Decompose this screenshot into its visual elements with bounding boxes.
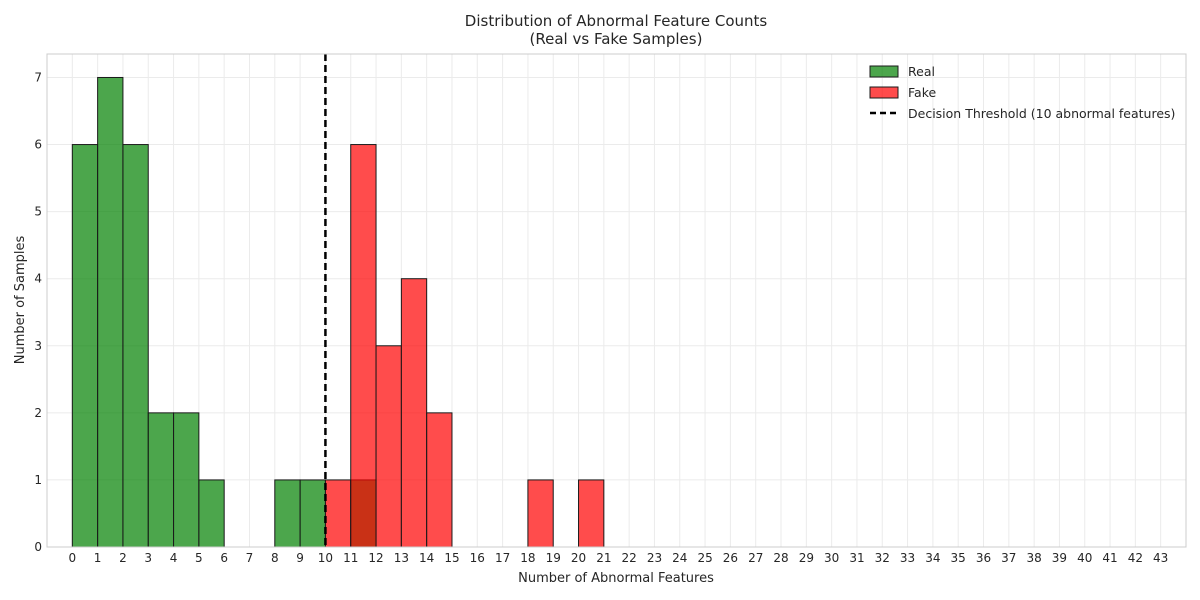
x-tick-label: 18 [520, 551, 535, 565]
x-tick-label: 8 [271, 551, 279, 565]
x-tick-label: 31 [849, 551, 864, 565]
x-tick-label: 40 [1077, 551, 1092, 565]
x-tick-label: 2 [119, 551, 127, 565]
bar-real [147, 412, 175, 548]
x-tick-label: 26 [723, 551, 738, 565]
y-tick-label: 5 [34, 205, 42, 219]
x-tick-label: 13 [394, 551, 409, 565]
x-tick-label: 4 [170, 551, 178, 565]
x-tick-label: 11 [343, 551, 358, 565]
x-tick-label: 35 [951, 551, 966, 565]
legend-label-real: Real [908, 64, 935, 79]
x-tick-label: 41 [1102, 551, 1117, 565]
y-tick-label: 7 [34, 70, 42, 84]
x-tick-label: 22 [622, 551, 637, 565]
y-tick-label: 1 [34, 473, 42, 487]
x-tick-label: 29 [799, 551, 814, 565]
plot-frame [46, 53, 1187, 548]
x-axis-label: Number of Abnormal Features [518, 571, 714, 586]
x-tick-label: 14 [419, 551, 434, 565]
x-tick-label: 10 [318, 551, 333, 565]
x-tick-label: 17 [495, 551, 510, 565]
y-tick-label: 2 [34, 406, 42, 420]
x-axis-ticks: 0 1 2 3 4 5 6 7 8 9 10 11 12 13 14 15 16 17 18 19 20 21 22 23 24… [68, 551, 1168, 565]
legend-swatch-fake [869, 86, 899, 99]
bar-fake [527, 479, 554, 548]
x-tick-label: 9 [296, 551, 304, 565]
y-tick-label: 3 [34, 339, 42, 353]
bar-fake [350, 144, 377, 548]
x-tick-label: 3 [144, 551, 152, 565]
x-tick-label: 34 [925, 551, 940, 565]
x-tick-label: 24 [672, 551, 687, 565]
x-tick-label: 0 [68, 551, 76, 565]
x-tick-label: 21 [596, 551, 611, 565]
bar-real [299, 479, 326, 548]
x-tick-label: 5 [195, 551, 203, 565]
bar-real [274, 479, 301, 548]
bar-real [122, 144, 149, 548]
bar-real [173, 412, 200, 548]
x-tick-label: 19 [546, 551, 561, 565]
bar-real [71, 144, 99, 548]
legend-label-threshold: Decision Threshold (10 abnormal features… [908, 106, 1175, 121]
x-tick-label: 25 [697, 551, 712, 565]
x-tick-label: 32 [875, 551, 890, 565]
legend-label-fake: Fake [908, 85, 936, 100]
legend: Real Fake Decision Threshold (10 abnorma… [869, 64, 1175, 121]
x-tick-label: 30 [824, 551, 839, 565]
x-tick-label: 7 [246, 551, 254, 565]
x-tick-label: 42 [1128, 551, 1143, 565]
y-tick-label: 0 [34, 540, 42, 554]
x-tick-label: 23 [647, 551, 662, 565]
x-tick-label: 27 [748, 551, 763, 565]
legend-swatch-real [869, 65, 899, 78]
x-tick-label: 37 [1001, 551, 1016, 565]
x-tick-label: 16 [470, 551, 485, 565]
x-tick-label: 15 [444, 551, 459, 565]
bar-fake [426, 412, 453, 548]
x-tick-label: 1 [94, 551, 102, 565]
bars [71, 76, 605, 548]
x-tick-label: 39 [1052, 551, 1067, 565]
x-tick-label: 38 [1026, 551, 1041, 565]
x-tick-label: 6 [220, 551, 228, 565]
x-tick-label: 12 [368, 551, 383, 565]
bar-fake [375, 345, 402, 548]
x-tick-label: 43 [1153, 551, 1168, 565]
bar-real [97, 76, 124, 548]
bar-fake [400, 278, 428, 548]
x-tick-label: 20 [571, 551, 586, 565]
chart-title: Distribution of Abnormal Feature Counts [465, 12, 768, 30]
y-tick-label: 4 [34, 272, 42, 286]
bar-real [198, 479, 225, 548]
chart-subtitle: (Real vs Fake Samples) [530, 30, 703, 48]
y-axis-label: Number of Samples [13, 236, 28, 365]
x-tick-label: 28 [773, 551, 788, 565]
bar-fake [324, 479, 352, 548]
x-tick-label: 33 [900, 551, 915, 565]
x-tick-label: 36 [976, 551, 991, 565]
bar-fake [578, 479, 605, 548]
y-tick-label: 6 [34, 138, 42, 152]
y-axis-ticks: 0 1 2 3 4 5 6 7 [34, 70, 42, 554]
